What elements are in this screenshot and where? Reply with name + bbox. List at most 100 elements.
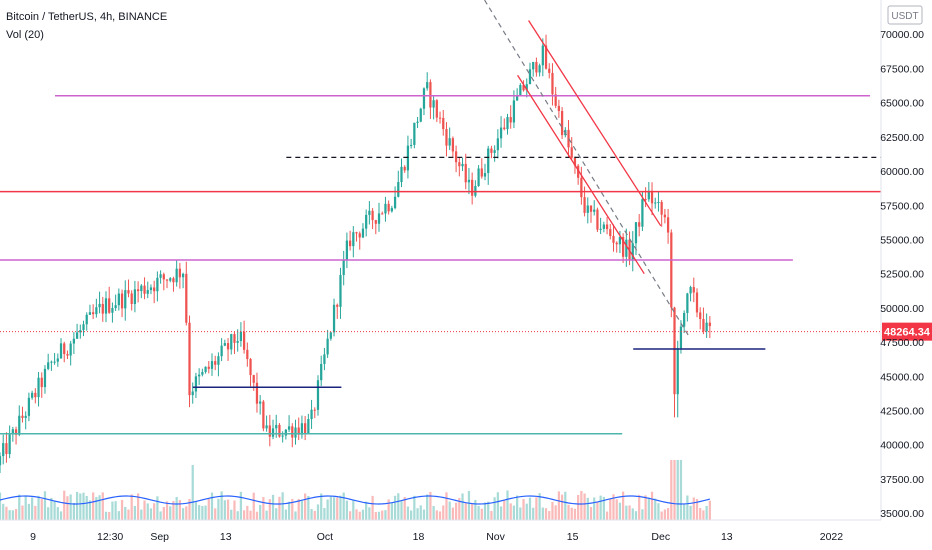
candle-body [663, 214, 667, 218]
drawing-lines[interactable] [0, 0, 881, 435]
candle-body [175, 268, 178, 283]
price-tick-label: 35000.00 [880, 508, 924, 520]
candle-body [191, 391, 194, 396]
candle-body [557, 105, 561, 112]
candle-body [21, 415, 24, 418]
volume-bar [149, 508, 153, 520]
candle-body [18, 415, 21, 435]
candle-body [448, 138, 451, 146]
candle-body [458, 162, 461, 167]
volume-bar [490, 510, 493, 520]
volume-bar [416, 508, 419, 520]
candle-body [43, 368, 47, 388]
candle-body [56, 358, 59, 362]
volume-bar [692, 497, 695, 520]
time-tick-label: 15 [567, 531, 579, 543]
candle-body [580, 177, 583, 198]
candle-body [345, 240, 349, 260]
volume-bar [474, 499, 477, 520]
volume-bar [185, 506, 188, 520]
volume-bar [5, 506, 8, 520]
volume-bar [609, 498, 612, 520]
volume-bar [34, 505, 37, 520]
volume-bar [551, 501, 554, 520]
candle-body [63, 343, 66, 355]
volume-bar [85, 495, 88, 520]
price-tick-label: 60000.00 [880, 166, 924, 178]
volume-bar [348, 511, 352, 520]
volume-bar [69, 494, 72, 520]
candle-body [361, 228, 365, 238]
candle-body [14, 429, 18, 435]
volume-bar [265, 510, 268, 520]
volume-bar [461, 493, 464, 520]
volume-bar [577, 494, 580, 520]
candle-body [605, 224, 609, 230]
volume-bar [320, 493, 323, 520]
volume-bar [120, 499, 124, 520]
time-tick-label: 12:30 [97, 531, 123, 543]
currency-badge-box[interactable] [887, 5, 923, 25]
currency-badge[interactable]: USDT [887, 5, 923, 25]
volume-bar [108, 511, 111, 520]
candle-body [284, 429, 287, 436]
price-tick-label: 37500.00 [880, 474, 924, 486]
volume-bar [111, 501, 114, 520]
candle-body [525, 84, 528, 91]
candle-body [393, 196, 397, 209]
volume-bar [683, 504, 686, 520]
volume-bar [557, 491, 561, 520]
candle-body [612, 236, 615, 243]
volume-bar [538, 493, 541, 520]
candle-body [66, 354, 69, 356]
volume-bar [621, 491, 625, 520]
time-tick-label: Nov [486, 531, 505, 543]
volume-bar [605, 511, 609, 520]
volume-bar [666, 508, 670, 520]
volume-bar [198, 505, 201, 520]
candle-body [82, 324, 85, 331]
candle-body [255, 382, 259, 404]
volume-bar [397, 493, 400, 520]
candle-body [429, 82, 432, 108]
price-axis[interactable]: 35000.00 37500.00 40000.00 42500.00 45000.00… [880, 29, 924, 520]
candle-body [464, 163, 467, 183]
candle-body [381, 213, 384, 215]
volume-bar [255, 511, 259, 520]
volume-bar [564, 491, 567, 520]
candle-body [320, 363, 323, 381]
candle-body [294, 427, 297, 438]
candle-body [554, 94, 557, 106]
candle-body [496, 138, 499, 151]
candle-body [117, 293, 120, 306]
candle-body [124, 290, 127, 309]
candle-body [583, 197, 586, 213]
volume-bar [21, 505, 24, 520]
time-tick-label: Dec [651, 531, 670, 543]
candle-body [621, 237, 625, 257]
volume-bar [249, 510, 252, 520]
last-price-label: 48264.34 [884, 327, 931, 339]
volume-bar [98, 495, 101, 520]
candle-body [246, 349, 249, 360]
volume-bar [480, 508, 483, 520]
time-axis[interactable]: 9 12:30 Sep 13 Oct 18 Nov 15 Dec 13 2022 [30, 531, 843, 543]
candle-body [493, 150, 496, 153]
candle-body [538, 65, 541, 73]
volume-bar [307, 495, 310, 520]
candle-body [650, 190, 654, 204]
volume-bar [336, 497, 339, 520]
candle-body [108, 298, 111, 313]
candle-body [647, 190, 650, 200]
candle-body [570, 147, 573, 158]
volume-bar [271, 494, 275, 520]
volume-bar [657, 503, 660, 520]
candle-body [522, 85, 525, 91]
trend-line [517, 74, 645, 275]
candle-body [133, 289, 137, 304]
volume-bar [345, 500, 349, 520]
candle-body [445, 129, 448, 146]
volume-bar [509, 503, 512, 520]
